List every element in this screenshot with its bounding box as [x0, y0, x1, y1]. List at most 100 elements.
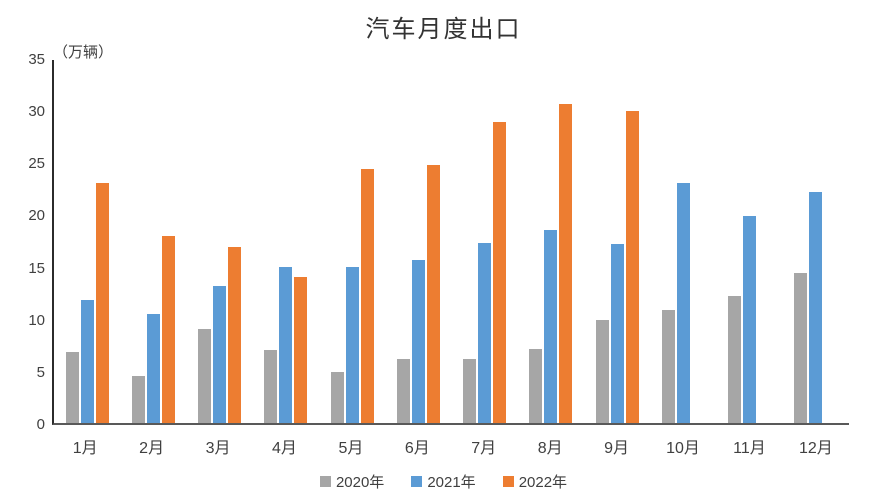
bar-group-m8	[518, 60, 584, 423]
bar-slot-2021年-m3	[213, 60, 227, 423]
bar-slot-2020年-m1	[65, 60, 79, 423]
bar-slot-2020年-m7	[463, 60, 477, 423]
x-tick-label-m5: 5月	[338, 440, 364, 457]
x-tick-label-m4: 4月	[272, 440, 297, 457]
bar-2021年-m8	[544, 230, 558, 423]
bar-2021年-m9	[610, 243, 624, 423]
bar-slot-2022年-m6	[426, 60, 440, 423]
bar-slot-2021年-m11	[743, 60, 757, 423]
bar-slot-2020年-m2	[131, 60, 145, 423]
bar-2022年-m3	[228, 246, 242, 423]
bar-slot-2020年-m11	[728, 60, 742, 423]
bar-2021年-m5	[345, 267, 359, 423]
legend-item-2021年: 2021年	[411, 471, 476, 492]
bar-group-m5	[319, 60, 385, 423]
y-tick-label-10: 10	[28, 311, 45, 329]
bar-2020年-m9	[595, 320, 609, 423]
bar-group-m1	[54, 60, 120, 423]
legend-label-2022年: 2022年	[518, 474, 568, 491]
bar-group-m2	[120, 60, 186, 423]
bar-slot-2020年-m8	[529, 60, 543, 423]
legend-swatch-2022年	[502, 476, 514, 487]
bar-slot-2022年-m10	[692, 60, 705, 423]
y-tick-label-35: 35	[28, 51, 45, 68]
bar-group-m12	[783, 60, 849, 423]
legend-item-2020年: 2020年	[319, 471, 385, 492]
bar-slot-2020年-m3	[198, 60, 212, 423]
bar-2022年-m1	[95, 183, 109, 423]
bar-2022年-m9	[625, 110, 639, 423]
bar-group-m7	[452, 60, 518, 423]
bar-slot-2022年-m4	[294, 60, 308, 423]
bar-group-m4	[253, 60, 319, 423]
bar-slot-2022年-m7	[493, 60, 507, 423]
bar-group-m9	[584, 60, 650, 423]
bar-2020年-m11	[728, 296, 742, 423]
bar-2021年-m10	[676, 183, 690, 423]
x-tick-label-m11: 11月	[733, 440, 766, 457]
bar-2022年-m5	[360, 168, 374, 423]
bar-2021年-m12	[809, 191, 823, 423]
bar-2022年-m8	[559, 103, 573, 423]
bar-2020年-m1	[65, 352, 79, 423]
bar-slot-2021年-m12	[809, 60, 823, 423]
bar-slot-2021年-m9	[610, 60, 624, 423]
bar-2022年-m6	[426, 164, 440, 423]
bar-group-m11	[717, 60, 783, 423]
bar-slot-2021年-m8	[544, 60, 558, 423]
bar-2020年-m4	[264, 350, 278, 423]
bar-slot-2021年-m2	[146, 60, 160, 423]
y-axis-unit-label: （万辆）	[53, 44, 114, 61]
legend-item-2022年: 2022年	[502, 471, 568, 492]
bar-2020年-m6	[396, 358, 410, 423]
legend-swatch-2020年	[319, 476, 331, 487]
bar-slot-2022年-m12	[824, 60, 837, 423]
bar-slot-2021年-m1	[80, 60, 94, 423]
y-tick-label-5: 5	[36, 363, 45, 381]
x-tick-label-m10: 10月	[666, 440, 700, 457]
bar-slot-2021年-m5	[345, 60, 359, 423]
bar-slot-2022年-m11	[758, 60, 771, 423]
y-tick-label-0: 0	[36, 416, 45, 433]
y-tick-label-25: 25	[28, 155, 45, 173]
legend: 2020年 2021年 2022年	[0, 471, 887, 492]
bar-slot-2021年-m10	[676, 60, 690, 423]
x-tick-label-m1: 1月	[72, 440, 98, 457]
y-tick-label-15: 15	[28, 259, 45, 277]
bar-2022年-m2	[161, 236, 175, 423]
bar-slot-2021年-m7	[478, 60, 492, 423]
bar-2021年-m3	[213, 286, 227, 423]
x-tick-label-m8: 8月	[537, 440, 563, 457]
bar-slot-2022年-m9	[625, 60, 639, 423]
bar-2020年-m3	[198, 328, 212, 423]
x-tick-label-m9: 9月	[604, 440, 630, 457]
bar-slot-2020年-m6	[396, 60, 410, 423]
legend-label-2020年: 2020年	[335, 474, 385, 491]
bar-slot-2020年-m9	[595, 60, 609, 423]
bar-2022年-m4	[294, 276, 308, 423]
bar-group-m10	[650, 60, 716, 423]
bar-2021年-m6	[411, 260, 425, 423]
bar-2020年-m2	[131, 376, 145, 423]
bar-slot-2022年-m1	[95, 60, 109, 423]
x-tick-label-m7: 7月	[471, 440, 497, 457]
bar-slot-2022年-m3	[228, 60, 242, 423]
bar-2020年-m12	[794, 272, 808, 423]
x-tick-label-m6: 6月	[404, 440, 430, 457]
bar-slot-2020年-m12	[794, 60, 808, 423]
bar-group-m3	[187, 60, 253, 423]
bar-slot-2020年-m4	[264, 60, 278, 423]
bar-2021年-m7	[478, 242, 492, 423]
y-tick-label-30: 30	[28, 103, 45, 121]
x-tick-label-m2: 2月	[139, 440, 165, 457]
legend-swatch-2021年	[411, 476, 423, 487]
plot-area	[52, 60, 849, 425]
bar-2020年-m8	[529, 349, 543, 423]
bar-group-m6	[385, 60, 451, 423]
y-axis: 0 5 10 15 20 25 30 35	[0, 0, 45, 501]
bar-2020年-m5	[330, 372, 344, 423]
bar-slot-2021年-m4	[279, 60, 293, 423]
bar-2020年-m7	[463, 358, 477, 423]
bar-slot-2020年-m10	[661, 60, 675, 423]
